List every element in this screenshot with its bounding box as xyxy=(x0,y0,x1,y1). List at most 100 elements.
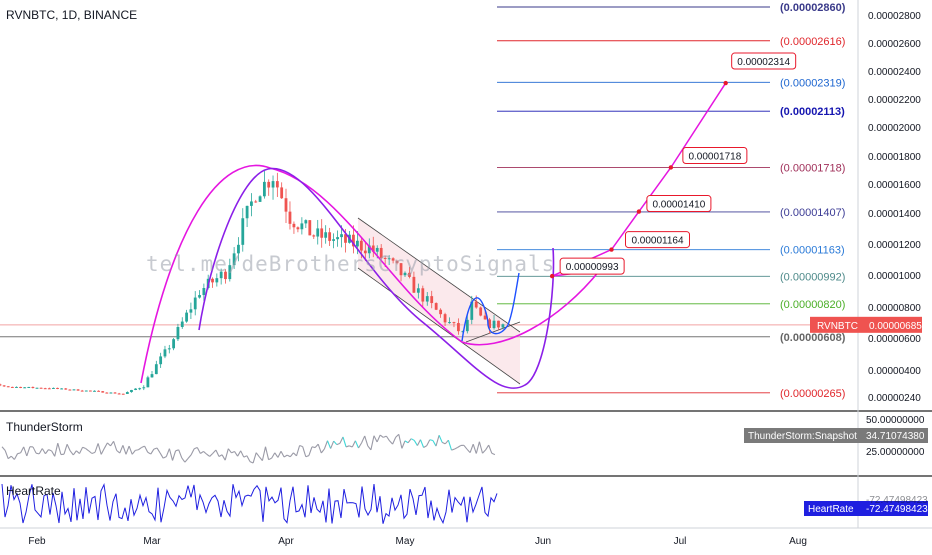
y-tick-label: 0.00002000 xyxy=(868,123,921,134)
thunderstorm-line-segment xyxy=(287,455,290,457)
target-marker xyxy=(723,81,727,85)
candle-body xyxy=(27,387,30,388)
thunderstorm-line-segment xyxy=(312,447,315,448)
candle-body xyxy=(0,384,1,385)
thunderstorm-line-segment xyxy=(70,451,73,455)
thunderstorm-legend: ThunderStorm:Snapshot xyxy=(748,431,857,442)
channel-fill xyxy=(358,218,520,384)
candle-body xyxy=(114,393,117,394)
target-marker xyxy=(550,274,554,278)
thunderstorm-line-segment xyxy=(445,440,448,444)
y-tick-label: 0.00002800 xyxy=(868,11,921,22)
candle-body xyxy=(426,296,429,301)
thunderstorm-line-segment xyxy=(231,451,234,452)
thunderstorm-line-segment xyxy=(142,446,145,447)
price-tag-value: 0.00000685 xyxy=(869,321,922,332)
candle-body xyxy=(134,389,137,390)
thunderstorm-line-segment xyxy=(135,450,138,451)
x-tick-label: Jun xyxy=(535,536,551,547)
candle-body xyxy=(7,386,10,387)
thunderstorm-line-segment xyxy=(362,436,365,443)
candle-body xyxy=(101,391,104,392)
thunderstorm-line-segment xyxy=(297,446,300,456)
candle-body xyxy=(340,234,343,237)
thunderstorm-line-segment xyxy=(300,446,303,447)
thunderstorm-line-segment xyxy=(204,451,207,454)
thunderstorm-line-segment xyxy=(39,448,42,453)
target-marker xyxy=(609,247,613,251)
candle-body xyxy=(246,206,249,218)
thunderstorm-line-segment xyxy=(278,451,281,457)
thunderstorm-line-segment xyxy=(479,442,482,454)
thunderstorm-line-segment xyxy=(405,441,408,443)
candle-body xyxy=(3,385,6,386)
candle-body xyxy=(241,218,244,245)
target-callout-label: 0.00002314 xyxy=(737,57,790,68)
thunderstorm-line-segment xyxy=(399,434,402,448)
candle-body xyxy=(85,391,88,392)
thunderstorm-line-segment xyxy=(207,454,210,456)
thunderstorm-line-segment xyxy=(290,453,293,457)
x-tick-label: Apr xyxy=(278,536,294,547)
thunderstorm-line-segment xyxy=(185,459,188,463)
thunderstorm-line-segment xyxy=(225,449,228,460)
candle-body xyxy=(404,273,407,275)
candle-body xyxy=(36,388,39,389)
candle-body xyxy=(297,227,300,229)
candle-body xyxy=(89,391,92,392)
thunderstorm-line-segment xyxy=(191,449,194,455)
candle-body xyxy=(172,339,175,348)
candle-body xyxy=(336,237,339,239)
thunderstorm-line-segment xyxy=(293,453,296,456)
candle-body xyxy=(320,228,323,237)
thunderstorm-line-segment xyxy=(417,440,420,446)
symbol-title: RVNBTC, 1D, BINANCE xyxy=(6,8,137,22)
candle-body xyxy=(177,327,180,339)
fib-level-label: (0.00000608) xyxy=(780,332,846,344)
target-callout-label: 0.00001718 xyxy=(688,151,741,162)
thunderstorm-line-segment xyxy=(321,449,324,453)
candle-body xyxy=(44,388,47,389)
thunderstorm-line-segment xyxy=(390,441,393,444)
candle-body xyxy=(155,364,158,374)
thunderstorm-line-segment xyxy=(486,445,489,450)
candle-body xyxy=(285,198,288,211)
thunderstorm-line-segment xyxy=(107,443,110,446)
candle-body xyxy=(164,349,167,356)
thunderstorm-line-segment xyxy=(55,443,58,456)
candle-body xyxy=(360,241,363,251)
thunderstorm-line-segment xyxy=(179,450,182,458)
thunderstorm-line-segment xyxy=(157,448,160,453)
thunderstorm-line-segment xyxy=(464,445,467,449)
candle-body xyxy=(356,241,359,247)
thunderstorm-line-segment xyxy=(8,456,11,458)
fib-level-label: (0.00002319) xyxy=(780,77,845,89)
candle-body xyxy=(453,322,456,323)
candle-body xyxy=(220,272,223,278)
candle-body xyxy=(417,288,420,292)
thunderstorm-line-segment xyxy=(132,450,135,454)
thunderstorm-line-segment xyxy=(334,441,337,445)
thunderstorm-line-segment xyxy=(328,441,331,449)
thunderstorm-line-segment xyxy=(414,440,417,445)
thunderstorm-line-segment xyxy=(45,450,48,454)
candle-body xyxy=(293,224,296,227)
thunderstorm-line-segment xyxy=(58,443,61,454)
thunderstorm-line-segment xyxy=(269,458,272,460)
candle-body xyxy=(11,387,14,388)
candle-body xyxy=(151,374,154,377)
thunderstorm-line-segment xyxy=(408,439,411,443)
x-tick-label: Mar xyxy=(143,536,161,547)
x-tick-label: Aug xyxy=(789,536,807,547)
thunderstorm-line-segment xyxy=(194,448,197,449)
candle-body xyxy=(396,261,399,264)
thunderstorm-line-segment xyxy=(11,456,14,459)
target-callout-label: 0.00001410 xyxy=(652,200,705,211)
thunderstorm-line-segment xyxy=(448,440,451,450)
candle-body xyxy=(194,298,197,310)
thunderstorm-y-tick: 25.00000000 xyxy=(866,447,925,458)
heartrate-y-tick: -72.47498423 xyxy=(866,495,928,506)
candle-body xyxy=(31,387,34,388)
candle-body xyxy=(211,279,214,283)
thunderstorm-line-segment xyxy=(27,447,30,456)
